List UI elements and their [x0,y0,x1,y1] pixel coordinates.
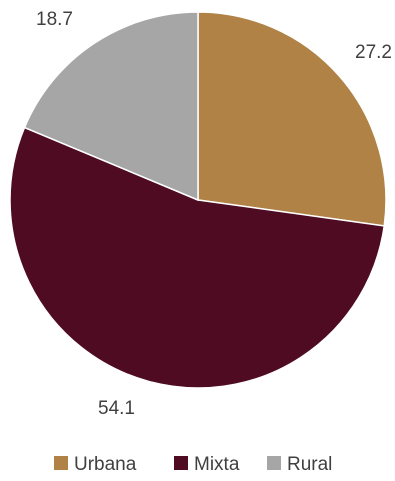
pie-slice-rural [23,11,199,202]
data-label-urbana: 27.2 [355,42,392,63]
pie-slices [9,11,387,389]
chart-legend: Urbana Mixta Rural [54,454,332,475]
data-label-rural: 18.7 [36,9,73,30]
pie-data-labels: 27.2 54.1 18.7 [36,9,392,419]
pie-slice-urbana [197,11,387,227]
legend-item-urbana: Urbana [54,454,137,475]
legend-swatch-urbana [54,456,68,470]
legend-label-rural: Rural [287,454,332,475]
legend-label-mixta: Mixta [194,454,240,475]
pie-slice-mixta [9,126,386,389]
legend-item-mixta: Mixta [174,454,240,475]
legend-swatch-mixta [174,456,188,470]
legend-item-rural: Rural [267,454,332,475]
legend-swatch-rural [267,456,281,470]
data-label-mixta: 54.1 [98,398,135,419]
legend-label-urbana: Urbana [74,454,137,475]
